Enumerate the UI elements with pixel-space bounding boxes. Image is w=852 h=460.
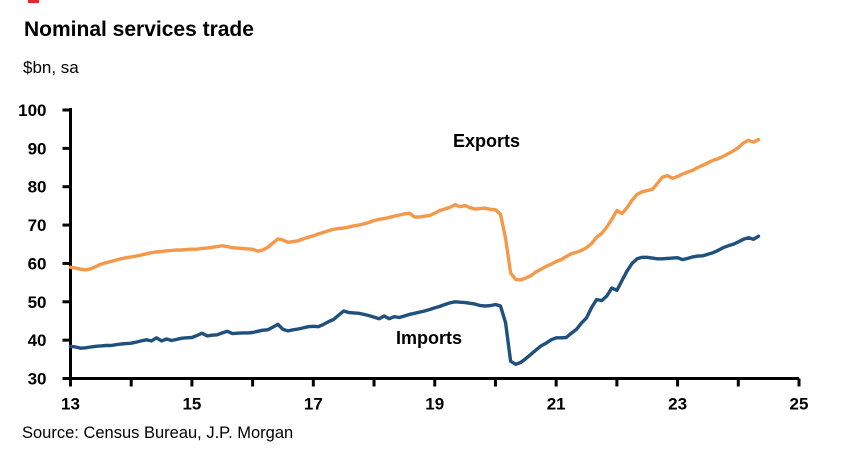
- imports-line: [68, 234, 761, 366]
- x-tick-label: 15: [182, 395, 201, 414]
- x-tick-label: 13: [61, 395, 80, 414]
- y-tick-label: 30: [28, 370, 47, 389]
- exports-line: [68, 137, 761, 282]
- chart-units-label: $bn, sa: [23, 58, 79, 77]
- x-tick-label: 17: [304, 395, 323, 414]
- y-tick-label: 40: [28, 331, 47, 350]
- chart-title: Nominal services trade: [24, 18, 254, 41]
- red-mark: [28, 0, 39, 3]
- x-tick-label: 25: [790, 395, 809, 414]
- source-note: Source: Census Bureau, J.P. Morgan: [22, 424, 294, 442]
- y-tick-label: 80: [28, 178, 47, 197]
- x-tick-label: 21: [547, 395, 566, 414]
- x-tick-label: 19: [425, 395, 444, 414]
- y-tick-label: 100: [18, 101, 46, 120]
- y-tick-label: 60: [28, 254, 47, 273]
- exports-series-label: Exports: [453, 131, 521, 151]
- imports-series-label: Imports: [396, 328, 463, 348]
- x-tick-label: 23: [668, 395, 687, 414]
- y-tick-label: 50: [28, 293, 47, 312]
- y-tick-label: 70: [28, 216, 47, 235]
- y-tick-label: 90: [28, 139, 47, 158]
